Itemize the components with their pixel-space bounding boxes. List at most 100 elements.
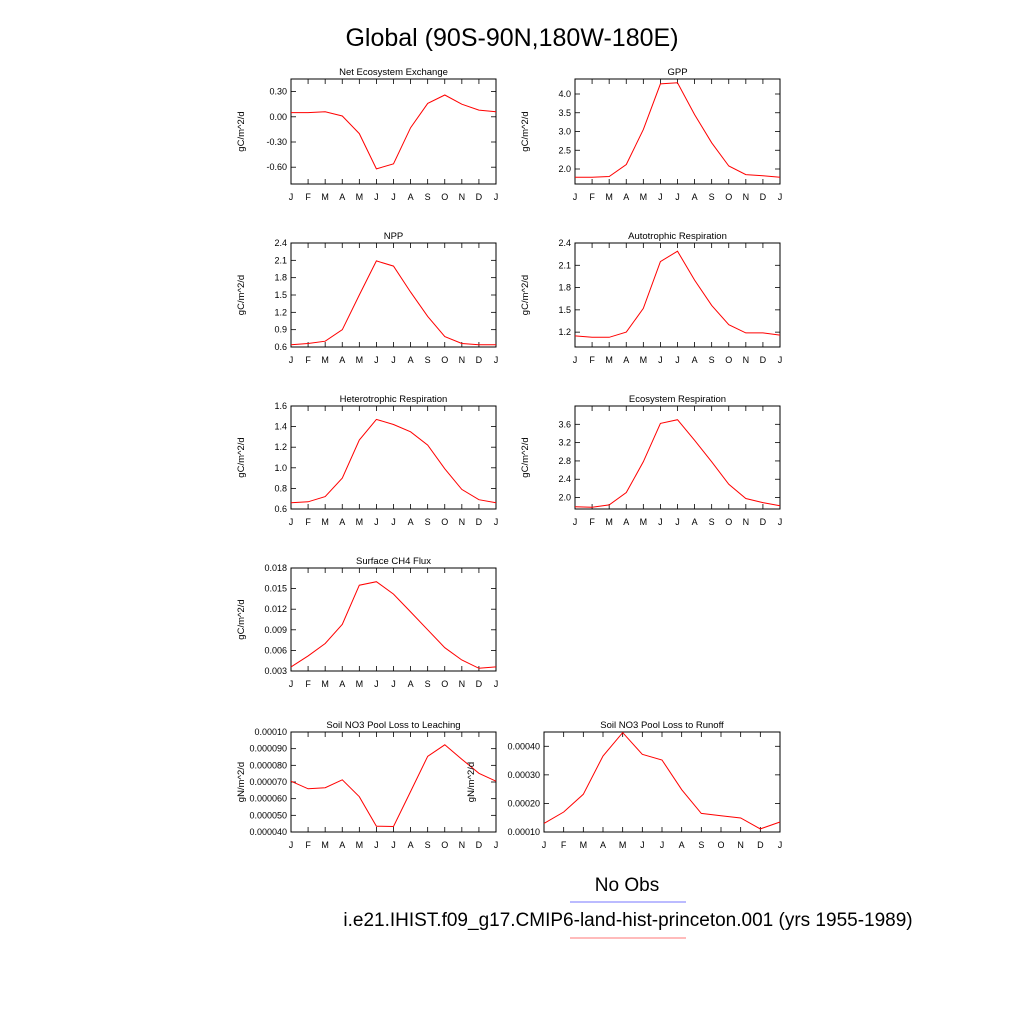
- chart-title: Autotrophic Respiration: [628, 231, 727, 242]
- x-tick-label: J: [391, 355, 396, 365]
- y-tick-label: 0.009: [264, 625, 287, 635]
- y-tick-label: 2.1: [274, 255, 287, 265]
- x-tick-label: M: [605, 355, 613, 365]
- x-tick-label: J: [494, 840, 499, 850]
- y-axis-label: gN/m^2/d: [466, 762, 477, 802]
- x-tick-label: M: [321, 840, 329, 850]
- x-tick-label: F: [305, 517, 311, 527]
- x-tick-label: M: [356, 679, 364, 689]
- y-axis-label: gC/m^2/d: [520, 437, 531, 477]
- x-tick-label: F: [589, 355, 595, 365]
- y-tick-label: 0.012: [264, 604, 287, 614]
- x-tick-label: O: [725, 192, 732, 202]
- x-tick-label: N: [459, 192, 466, 202]
- y-tick-label: 3.6: [558, 419, 571, 429]
- series-line: [574, 250, 781, 338]
- x-tick-label: S: [425, 679, 431, 689]
- x-tick-label: J: [374, 840, 379, 850]
- x-tick-label: M: [640, 517, 648, 527]
- x-tick-label: N: [459, 355, 466, 365]
- x-tick-label: F: [589, 517, 595, 527]
- x-tick-label: M: [356, 517, 364, 527]
- x-tick-label: A: [692, 192, 698, 202]
- x-tick-label: J: [494, 679, 499, 689]
- main-title: Global (90S-90N,180W-180E): [345, 24, 678, 52]
- legend-label-case: i.e21.IHIST.f09_g17.CMIP6-land-hist-prin…: [343, 910, 912, 931]
- x-tick-label: J: [494, 517, 499, 527]
- x-tick-label: A: [339, 355, 345, 365]
- x-tick-label: A: [623, 517, 629, 527]
- y-tick-label: 2.8: [558, 456, 571, 466]
- plot-frame: [574, 242, 781, 348]
- y-tick-label: 0.6: [274, 504, 287, 514]
- x-tick-label: D: [476, 517, 483, 527]
- x-tick-label: D: [760, 355, 767, 365]
- y-tick-label: 0.018: [264, 563, 287, 573]
- y-tick-label: 2.4: [274, 238, 287, 248]
- x-tick-label: A: [408, 192, 414, 202]
- y-tick-label: -0.30: [266, 137, 287, 147]
- x-tick-label: J: [660, 840, 665, 850]
- y-tick-label: -0.60: [266, 162, 287, 172]
- x-tick-label: F: [305, 192, 311, 202]
- y-tick-label: 0.00030: [507, 770, 540, 780]
- x-tick-label: A: [623, 192, 629, 202]
- y-tick-label: 0.000070: [249, 777, 287, 787]
- y-tick-label: 0.015: [264, 584, 287, 594]
- y-tick-label: 0.006: [264, 645, 287, 655]
- chart-title: Ecosystem Respiration: [629, 394, 726, 405]
- y-tick-label: 2.4: [558, 474, 571, 484]
- x-tick-label: D: [476, 679, 483, 689]
- x-tick-label: O: [441, 192, 448, 202]
- x-tick-label: M: [605, 517, 613, 527]
- y-tick-label: 0.8: [274, 483, 287, 493]
- x-tick-label: O: [725, 517, 732, 527]
- chart-title: Net Ecosystem Exchange: [339, 67, 448, 78]
- plot-frame: [574, 405, 781, 510]
- x-tick-label: A: [408, 840, 414, 850]
- x-tick-label: S: [709, 355, 715, 365]
- y-tick-label: 0.00: [269, 112, 287, 122]
- x-tick-label: S: [425, 840, 431, 850]
- x-tick-label: A: [679, 840, 685, 850]
- y-axis-label: gC/m^2/d: [520, 275, 531, 315]
- y-tick-label: 1.4: [274, 422, 287, 432]
- x-tick-label: M: [356, 192, 364, 202]
- y-tick-label: 1.2: [558, 327, 571, 337]
- y-tick-label: 0.9: [274, 325, 287, 335]
- series-line: [290, 581, 497, 669]
- x-tick-label: M: [640, 355, 648, 365]
- y-axis-label: gC/m^2/d: [236, 275, 247, 315]
- y-tick-label: 3.0: [558, 127, 571, 137]
- x-tick-label: M: [321, 679, 329, 689]
- x-tick-label: A: [692, 355, 698, 365]
- plot-frame: [574, 78, 781, 185]
- x-tick-label: A: [692, 517, 698, 527]
- x-tick-label: N: [743, 192, 750, 202]
- x-tick-label: J: [675, 517, 680, 527]
- y-tick-label: 0.000080: [249, 760, 287, 770]
- x-tick-label: O: [441, 355, 448, 365]
- x-tick-label: J: [675, 192, 680, 202]
- x-tick-label: D: [760, 192, 767, 202]
- x-tick-label: J: [374, 679, 379, 689]
- y-axis-label: gN/m^2/d: [236, 762, 247, 802]
- x-tick-label: S: [425, 517, 431, 527]
- y-tick-label: 2.5: [558, 145, 571, 155]
- x-tick-label: N: [459, 840, 466, 850]
- y-tick-label: 0.000050: [249, 810, 287, 820]
- chart-panel-9: Soil NO3 Pool Loss to Runoff gN/m^2/d J F M A…: [466, 720, 782, 850]
- series-line: [290, 418, 497, 504]
- y-tick-label: 3.2: [558, 438, 571, 448]
- x-tick-label: J: [391, 517, 396, 527]
- x-tick-label: N: [459, 517, 466, 527]
- x-tick-label: J: [391, 679, 396, 689]
- x-tick-label: J: [573, 517, 578, 527]
- x-tick-label: J: [391, 840, 396, 850]
- plot-frame: [543, 731, 781, 833]
